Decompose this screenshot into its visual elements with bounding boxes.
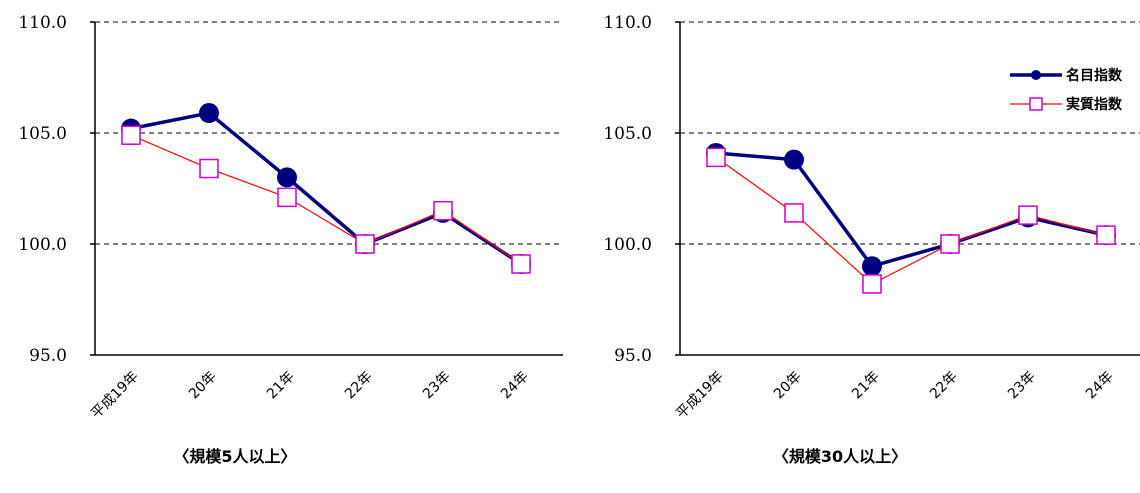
y-tick-label: 100.0 [603,235,652,255]
data-point-real [1096,225,1116,245]
data-point-real [784,203,804,223]
x-tick-label: 22年 [927,369,961,403]
y-tick-label: 110.0 [603,13,652,33]
data-point-real [277,187,297,208]
x-tick-label: 23年 [1005,369,1039,403]
x-tick-label: 20年 [771,369,805,403]
x-tick-label: 22年 [342,369,376,403]
series-line-nominal [715,151,1107,269]
x-tick-label: 21年 [849,369,883,403]
data-point-nominal [784,149,804,170]
series-line-real [715,156,1107,285]
legend-marker-nominal [1031,70,1041,80]
data-point-real [1018,205,1038,225]
x-tick-label: 平成19年 [88,369,142,423]
series-line-real [130,134,522,265]
y-tick-label: 110.0 [18,13,67,33]
x-tick-label: 23年 [420,369,454,403]
data-point-real [433,200,453,221]
data-point-nominal [862,256,882,277]
legend-label-nominal: 名目指数 [1066,67,1123,84]
chart-1: 110.0 105.0 100.0 95.0 平成19年 20年 21年 22年 23年 24年〈… [18,13,563,466]
x-tick-label: 平成19年 [673,369,727,423]
chart-caption: 〈規模30人以上〉 [773,447,907,466]
data-point-nominal [277,167,297,188]
series-line-nominal [130,111,522,266]
data-point-real [940,234,960,254]
x-tick-label: 24年 [498,369,532,403]
legend-label-real: 実質指数 [1066,96,1123,113]
y-tick-label: 105.0 [18,124,67,144]
data-point-real [706,147,726,168]
data-point-real [862,274,882,294]
y-tick-label: 95.0 [614,346,652,366]
x-tick-label: 24年 [1083,369,1117,403]
data-point-real [355,234,375,254]
chart-caption: 〈規模5人以上〉 [173,447,296,466]
chart-2: 110.0 105.0 100.0 95.0 平成19年 20年 21年 22年 23年 24年 名… [603,13,1140,466]
data-point-nominal [199,103,219,124]
data-point-real [199,158,219,179]
y-tick-label: 95.0 [29,346,67,366]
legend-marker-real [1029,97,1043,111]
data-point-real [511,254,531,274]
x-tick-label: 20年 [186,369,220,403]
x-tick-label: 21年 [264,369,298,403]
data-point-real [121,125,141,145]
y-tick-label: 100.0 [18,235,67,255]
y-tick-label: 105.0 [603,124,652,144]
